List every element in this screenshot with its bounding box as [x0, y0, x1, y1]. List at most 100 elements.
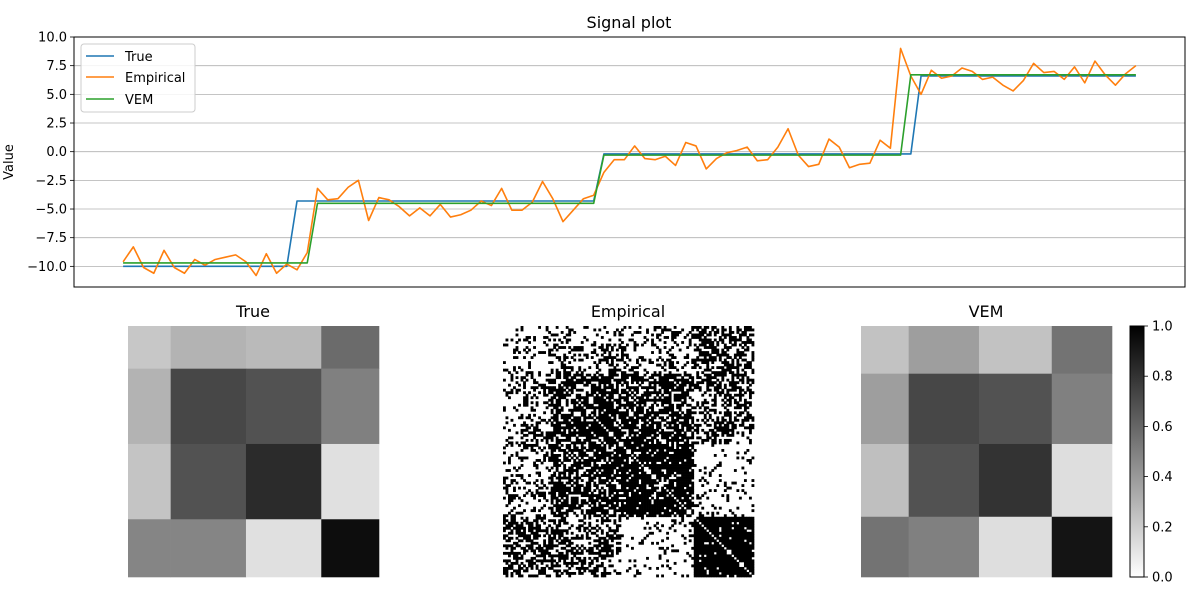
heatmap-empirical-cell: [563, 413, 567, 417]
heatmap-empirical-cell: [713, 438, 717, 442]
heatmap-empirical-cell: [691, 361, 695, 364]
heatmap-empirical-cell: [653, 464, 657, 467]
heatmap-empirical-cell: [738, 406, 742, 410]
heatmap-empirical-cell: [668, 328, 672, 332]
heatmap-empirical-cell: [628, 428, 632, 432]
heatmap-empirical-cell: [671, 464, 675, 467]
heatmap-empirical-cell: [603, 326, 607, 329]
heatmap-empirical-cell: [553, 353, 557, 357]
heatmap-empirical-cell: [631, 428, 634, 432]
heatmap-empirical-cell: [585, 448, 589, 452]
heatmap-empirical-cell: [550, 566, 554, 570]
heatmap-empirical-cell: [668, 486, 672, 490]
heatmap-empirical-cell: [641, 486, 644, 490]
heatmap-empirical-cell: [593, 454, 597, 457]
heatmap-empirical-cell: [676, 461, 680, 465]
heatmap-empirical-cell: [651, 386, 654, 390]
heatmap-empirical-cell: [628, 504, 632, 508]
heatmap-empirical-cell: [515, 544, 519, 548]
heatmap-empirical-cell: [748, 561, 752, 565]
heatmap-empirical-cell: [633, 376, 637, 380]
heatmap-vem-cells: [861, 326, 1113, 578]
heatmap-empirical-cell: [681, 469, 685, 472]
heatmap-empirical-cell: [608, 456, 612, 460]
heatmap-empirical-cell: [636, 401, 639, 405]
heatmap-empirical-cell: [748, 428, 752, 432]
heatmap-empirical-cell: [728, 381, 732, 385]
heatmap-empirical-cell: [578, 428, 582, 432]
heatmap-empirical-cell: [533, 561, 536, 565]
heatmap-empirical-cell: [701, 381, 705, 385]
heatmap-empirical-cell: [538, 546, 541, 550]
heatmap-empirical-cell: [708, 564, 712, 568]
heatmap-empirical-cell: [550, 506, 554, 510]
heatmap-empirical-cell: [505, 438, 509, 442]
heatmap-empirical-cell: [666, 564, 670, 568]
heatmap-empirical-cell: [525, 443, 529, 447]
heatmap-empirical-cell: [603, 433, 607, 437]
heatmap-empirical-cell: [563, 418, 567, 422]
heatmap-empirical-cell: [701, 441, 705, 445]
heatmap-empirical-cell: [618, 549, 622, 553]
heatmap-empirical-cell: [746, 574, 750, 578]
heatmap-empirical-cell: [638, 383, 642, 387]
heatmap-empirical-cell: [723, 516, 727, 520]
heatmap-empirical-cell: [708, 551, 712, 555]
heatmap-empirical-cell: [538, 514, 541, 518]
heatmap-empirical-cell: [713, 403, 717, 407]
heatmap-empirical-cell: [598, 396, 602, 400]
heatmap-empirical-cell: [550, 546, 554, 550]
heatmap-empirical-cell: [723, 551, 727, 555]
heatmap-empirical-cell: [748, 441, 752, 445]
heatmap-empirical-cell: [560, 416, 564, 420]
heatmap-empirical-cell: [553, 416, 557, 420]
heatmap-empirical-cell: [718, 358, 722, 362]
heatmap-empirical-cell: [535, 521, 539, 525]
heatmap-empirical-cell: [706, 559, 710, 563]
heatmap-empirical-cell: [653, 383, 657, 387]
heatmap-empirical-cell: [701, 351, 705, 354]
heatmap-empirical-cell: [741, 331, 745, 334]
heatmap-empirical-cell: [533, 393, 536, 397]
heatmap-empirical-cell: [718, 564, 722, 568]
heatmap-empirical-cell: [573, 499, 577, 503]
heatmap-empirical-cell: [523, 433, 526, 437]
heatmap-empirical-cell: [651, 408, 654, 412]
heatmap-empirical-cell: [661, 546, 664, 550]
heatmap-empirical-cell: [736, 541, 740, 545]
heatmap-empirical-cell: [620, 413, 624, 417]
heatmap-empirical-cell: [625, 381, 629, 385]
heatmap-empirical-cell: [703, 569, 707, 573]
heatmap-empirical-cell: [698, 514, 702, 518]
heatmap-empirical-cell: [646, 331, 649, 334]
heatmap-empirical-cell: [673, 336, 677, 339]
heatmap-empirical-cell: [620, 471, 624, 475]
heatmap-empirical-cell: [676, 486, 680, 490]
heatmap-empirical-cell: [560, 448, 564, 452]
heatmap-empirical-cell: [736, 351, 740, 354]
heatmap-empirical-cell: [686, 413, 690, 417]
heatmap-empirical-cell: [671, 519, 675, 523]
heatmap-empirical-cell: [623, 381, 627, 385]
heatmap-empirical-cell: [658, 504, 662, 508]
heatmap-empirical-cell: [523, 526, 526, 530]
heatmap-empirical-cell: [736, 546, 740, 550]
heatmap-empirical-cell: [713, 521, 717, 525]
heatmap-empirical-cell: [713, 356, 717, 359]
heatmap-empirical-cell: [608, 376, 612, 380]
heatmap-empirical-cell: [686, 496, 690, 500]
heatmap-empirical-cell: [726, 433, 730, 437]
heatmap-empirical-cell: [590, 494, 594, 498]
heatmap-empirical-cell: [583, 546, 587, 550]
heatmap-empirical-cell: [518, 496, 521, 500]
heatmap-empirical-cell: [678, 504, 682, 508]
heatmap-empirical-cell: [653, 343, 657, 347]
heatmap-empirical-cell: [588, 448, 592, 452]
heatmap-empirical-cell: [543, 566, 547, 570]
heatmap-empirical-cell: [553, 333, 557, 337]
heatmap-empirical-cell: [568, 413, 572, 417]
heatmap-empirical-cell: [580, 501, 584, 505]
heatmap-empirical-cell: [696, 544, 700, 548]
heatmap-empirical-cell: [663, 376, 667, 380]
heatmap-empirical-cell: [593, 406, 597, 410]
